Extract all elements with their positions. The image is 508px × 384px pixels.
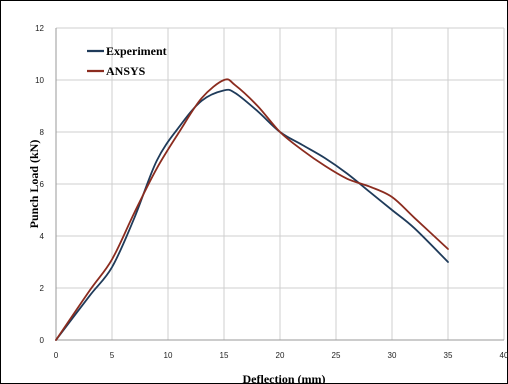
series-line-ansys	[55, 78, 449, 341]
x-tick-label: 20	[276, 351, 285, 360]
x-tick-label: 40	[500, 351, 508, 360]
x-tick-label: 10	[164, 351, 173, 360]
y-axis-label: Punch Load (kN)	[27, 140, 41, 229]
axis-layer	[55, 28, 504, 341]
y-tick-label: 8	[40, 128, 45, 137]
legend-label-experiment: Experiment	[106, 44, 167, 58]
x-tick-label: 5	[110, 351, 115, 360]
y-tick-label: 12	[35, 24, 44, 33]
tick-labels: 0 5 10 15 20 25 30 35 40 0 2 4 6 8 10 12	[35, 24, 508, 360]
series-layer	[55, 78, 449, 341]
x-tick-label: 35	[444, 351, 453, 360]
x-tick-label: 15	[220, 351, 229, 360]
series-line-experiment	[55, 88, 449, 341]
legend: Experiment ANSYS	[87, 44, 167, 78]
legend-label-ansys: ANSYS	[106, 64, 146, 78]
y-tick-label: 10	[35, 76, 44, 85]
x-tick-label: 0	[54, 351, 59, 360]
y-tick-label: 4	[40, 232, 45, 241]
y-tick-label: 2	[40, 284, 45, 293]
y-tick-label: 0	[40, 336, 45, 345]
x-axis-label: Deflection (mm)	[243, 372, 326, 384]
y-tick-label: 6	[40, 180, 45, 189]
x-tick-label: 30	[388, 351, 397, 360]
x-tick-label: 25	[332, 351, 341, 360]
